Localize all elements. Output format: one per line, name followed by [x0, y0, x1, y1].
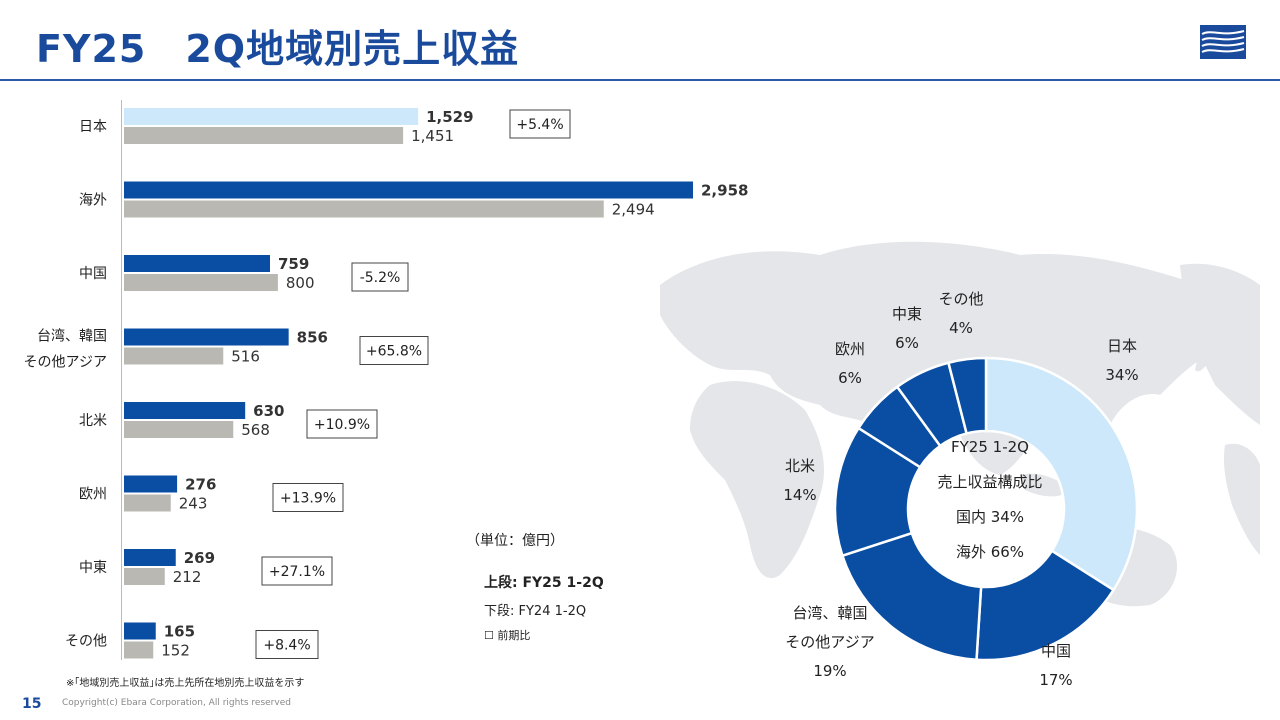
value-label-previous-7: 152: [161, 642, 190, 660]
slice-value-2: 19%: [813, 662, 846, 680]
bar-previous-5: [124, 494, 171, 512]
slice-label-4: 欧州: [835, 340, 865, 358]
value-label-previous-4: 568: [241, 421, 270, 439]
slice-value-3: 14%: [783, 486, 816, 504]
donut-center-domestic: 国内 34%: [955, 508, 1025, 526]
value-label-previous-3: 516: [231, 348, 260, 366]
change-box-0: [509, 109, 571, 139]
donut-slice-2: [840, 531, 983, 662]
change-label-7: +8.4%: [263, 638, 310, 654]
change-box-6: [261, 556, 333, 586]
slice-label-5: 中東: [892, 305, 922, 323]
page-number: 15: [22, 696, 42, 712]
bar-current-6: [124, 549, 176, 566]
copyright-text: Copyright(c) Ebara Corporation, All righ…: [62, 698, 291, 708]
slice-label-1: 中国: [1041, 642, 1071, 660]
bar-previous-2: [124, 274, 278, 291]
donut-center-title: FY25 1-2Q: [951, 438, 1029, 456]
category-label-3-1: その他アジア: [24, 355, 107, 371]
change-box-5: [272, 483, 344, 512]
bar-current-7: [124, 622, 156, 640]
value-label-current-1: 2,958: [701, 182, 748, 200]
bar-chart-axis: [121, 100, 122, 660]
bar-current-5: [124, 475, 178, 493]
bar-previous-3: [124, 347, 224, 365]
change-box-3: [359, 336, 429, 365]
page-title: FY25 2Q地域別売上収益: [36, 27, 520, 71]
footnote: ※｢地域別売上収益｣は売上先所在地別売上収益を示す: [66, 678, 305, 689]
category-label-5: 欧州: [79, 487, 107, 503]
slice-label-2-1: その他アジア: [785, 633, 874, 651]
logo-text: EBARA: [1204, 52, 1242, 62]
category-label-3-0: 台湾、韓国: [37, 328, 107, 345]
value-label-previous-5: 243: [179, 495, 208, 513]
change-label-2: -5.2%: [360, 270, 401, 286]
change-label-0: +5.4%: [516, 117, 563, 133]
slice-value-5: 6%: [895, 334, 919, 352]
change-box-2: [351, 262, 409, 292]
change-label-4: +10.9%: [314, 417, 370, 433]
slice-label-6: その他: [938, 290, 983, 308]
change-box-4: [306, 409, 378, 439]
legend-previous: 下段: FY24 1-2Q: [484, 604, 587, 619]
slice-value-4: 6%: [838, 369, 862, 387]
value-label-previous-1: 2,494: [612, 201, 655, 219]
bar-current-1: [124, 181, 693, 199]
bar-current-0: [124, 108, 419, 125]
bar-current-4: [124, 402, 246, 419]
donut-center-text: FY25 1-2Q 売上収益構成比 国内 34% 海外 66%: [916, 430, 1064, 570]
value-label-current-5: 276: [185, 476, 216, 494]
legend-change: ☐ 前期比: [484, 629, 531, 642]
category-label-4: 北米: [79, 413, 107, 429]
value-label-current-0: 1,529: [426, 108, 473, 126]
slice-label-0: 日本: [1107, 337, 1137, 355]
title-divider: [0, 79, 1280, 81]
bar-previous-1: [124, 200, 604, 218]
category-label-7: その他: [65, 634, 107, 650]
change-label-6: +27.1%: [269, 564, 325, 580]
slice-value-0: 34%: [1105, 366, 1138, 384]
slice-label-2-0: 台湾、韓国: [792, 604, 867, 622]
value-label-previous-6: 212: [173, 568, 202, 586]
bar-previous-7: [124, 641, 154, 659]
donut-slice-0: [984, 356, 1139, 592]
donut-center-subtitle: 売上収益構成比: [937, 473, 1043, 491]
slice-value-6: 4%: [949, 319, 973, 337]
regional-revenue-bar-chart: 1,5291,451日本+5.4%2,9582,494海外+18.6%75980…: [24, 108, 748, 660]
bar-previous-4: [124, 421, 234, 438]
change-label-3: +65.8%: [366, 344, 422, 360]
slice-label-3: 北米: [785, 457, 815, 475]
category-label-0: 日本: [79, 119, 107, 135]
change-box-7: [255, 630, 319, 659]
value-label-current-2: 759: [278, 255, 309, 273]
value-label-current-3: 856: [297, 329, 328, 347]
ebara-logo: [1200, 25, 1246, 59]
category-label-6: 中東: [79, 560, 107, 576]
bar-current-2: [124, 255, 271, 272]
slice-value-1: 17%: [1039, 671, 1072, 689]
bar-previous-6: [124, 568, 165, 585]
bar-previous-0: [124, 127, 404, 144]
value-label-current-4: 630: [253, 402, 284, 420]
legend-current: 上段: FY25 1-2Q: [484, 575, 604, 591]
bar-current-3: [124, 328, 289, 346]
value-label-current-7: 165: [164, 623, 195, 641]
unit-label: （単位：億円）: [466, 533, 564, 549]
category-label-1: 海外: [79, 193, 107, 209]
donut-slice-6: [946, 356, 988, 435]
value-label-previous-2: 800: [286, 274, 315, 292]
donut-center-overseas: 海外 66%: [955, 543, 1025, 561]
value-label-previous-0: 1,451: [411, 127, 454, 145]
value-label-current-6: 269: [184, 549, 215, 567]
change-label-5: +13.9%: [280, 491, 336, 507]
category-label-2: 中国: [79, 266, 107, 282]
